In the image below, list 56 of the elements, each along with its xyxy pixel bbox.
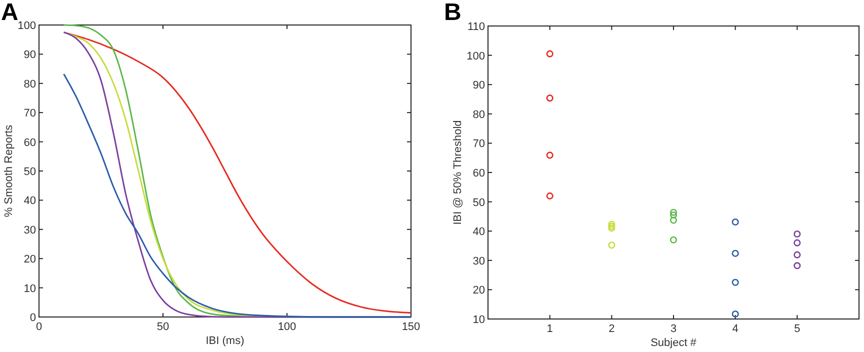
y-tick-label: 50 — [24, 166, 36, 178]
point — [546, 50, 554, 58]
x-axis-title: IBI (ms) — [206, 335, 244, 347]
y-tick-label: 0 — [30, 312, 36, 324]
point — [794, 239, 801, 246]
y-tick-label: 80 — [24, 78, 36, 90]
y-tick-label: 10 — [24, 282, 36, 295]
x-tick-label: 4 — [732, 323, 738, 335]
y-tick-label: 30 — [472, 255, 485, 268]
point — [794, 262, 801, 270]
point — [546, 94, 554, 102]
point — [608, 224, 616, 232]
point — [732, 250, 739, 257]
point — [608, 242, 616, 249]
y-tick-label: 20 — [24, 254, 36, 266]
point — [546, 152, 554, 159]
point — [670, 208, 678, 216]
y-tick-label: 50 — [472, 196, 485, 209]
x-tick-label: 50 — [156, 321, 170, 333]
point — [670, 236, 678, 244]
y-tick-label: 110 — [467, 21, 485, 33]
point — [794, 230, 801, 238]
y-axis-title: % Smooth Reports — [3, 124, 15, 218]
y-tick-label: 60 — [24, 136, 36, 149]
y-tick-label: 70 — [24, 108, 36, 120]
point — [670, 211, 678, 219]
x-tick-label: 150 — [402, 321, 420, 333]
x-tick-label: 5 — [794, 323, 800, 335]
chart-title: A — [1, 0, 18, 26]
y-axis-title: IBI @ 50% Threshold — [452, 120, 464, 225]
x-tick-label: 3 — [670, 323, 677, 335]
y-tick-label: 30 — [24, 224, 36, 236]
point — [732, 218, 739, 226]
point — [608, 222, 616, 230]
y-tick-label: 20 — [472, 284, 485, 297]
x-tick-label: 100 — [278, 321, 296, 333]
y-tick-label: 100 — [466, 50, 485, 62]
point — [732, 278, 739, 286]
y-tick-label: 40 — [472, 226, 485, 238]
point — [608, 220, 616, 228]
point — [546, 192, 554, 200]
chart-title: B — [444, 0, 462, 26]
point — [732, 310, 739, 318]
y-tick-label: 40 — [24, 195, 36, 208]
point — [794, 251, 801, 258]
x-tick-label: 1 — [546, 323, 553, 335]
y-tick-label: 80 — [472, 108, 485, 121]
y-tick-label: 100 — [18, 20, 36, 32]
x-axis-title: Subject # — [650, 337, 698, 349]
y-tick-label: 60 — [472, 168, 485, 180]
y-tick-label: 90 — [24, 49, 36, 62]
y-tick-label: 10 — [472, 314, 485, 326]
y-tick-label: 90 — [472, 80, 485, 92]
x-tick-label: 2 — [608, 323, 615, 335]
y-tick-label: 70 — [472, 138, 485, 150]
point — [670, 216, 678, 224]
